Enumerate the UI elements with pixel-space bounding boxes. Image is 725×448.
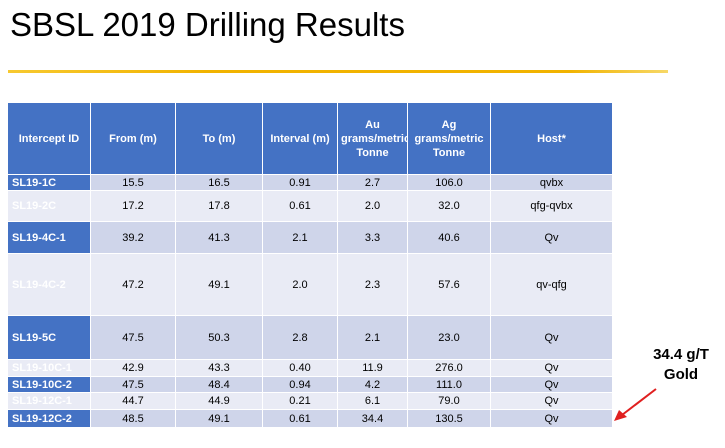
to-cell: 49.1: [176, 254, 263, 316]
intercept-id-cell: SL19-2C: [8, 191, 91, 222]
au-cell: 4.2: [338, 377, 408, 393]
callout-label: Gold: [663, 366, 699, 383]
interval-cell: 0.21: [263, 393, 338, 410]
host-cell: qvbx: [491, 175, 613, 191]
host-cell: Qv: [491, 410, 613, 428]
table-row: SL19-10C-2 47.5 48.4 0.94 4.2 111.0 Qv: [8, 377, 613, 393]
page-title: SBSL 2019 Drilling Results: [10, 6, 405, 43]
interval-cell: 0.61: [263, 410, 338, 428]
intercept-id-cell: SL19-10C-1: [8, 360, 91, 377]
from-cell: 15.5: [91, 175, 176, 191]
au-cell: 11.9: [338, 360, 408, 377]
table-row: SL19-12C-1 44.7 44.9 0.21 6.1 79.0 Qv: [8, 393, 613, 410]
to-cell: 50.3: [176, 316, 263, 360]
table-row: SL19-4C-1 39.2 41.3 2.1 3.3 40.6 Qv: [8, 222, 613, 254]
intercept-id-cell: SL19-12C-2: [8, 410, 91, 428]
from-cell: 42.9: [91, 360, 176, 377]
header-intercept-id: Intercept ID: [8, 103, 91, 175]
interval-cell: 2.1: [263, 222, 338, 254]
from-cell: 17.2: [91, 191, 176, 222]
host-cell: Qv: [491, 360, 613, 377]
ag-cell: 32.0: [408, 191, 491, 222]
host-cell: qv-qfg: [491, 254, 613, 316]
interval-cell: 2.8: [263, 316, 338, 360]
header-interval: Interval (m): [263, 103, 338, 175]
intercept-id-cell: SL19-1C: [8, 175, 91, 191]
ag-cell: 276.0: [408, 360, 491, 377]
table-row: SL19-5C 47.5 50.3 2.8 2.1 23.0 Qv: [8, 316, 613, 360]
to-cell: 43.3: [176, 360, 263, 377]
host-cell: Qv: [491, 316, 613, 360]
interval-cell: 0.61: [263, 191, 338, 222]
interval-cell: 0.91: [263, 175, 338, 191]
header-au: Au grams/metric Tonne: [338, 103, 408, 175]
arrow-icon: [614, 388, 657, 421]
au-cell: 2.3: [338, 254, 408, 316]
table-row: SL19-12C-2 48.5 49.1 0.61 34.4 130.5 Qv: [8, 410, 613, 428]
header-host: Host*: [491, 103, 613, 175]
callout-value: 34.4 g/T: [653, 346, 709, 363]
au-cell: 2.7: [338, 175, 408, 191]
from-cell: 47.2: [91, 254, 176, 316]
from-cell: 47.5: [91, 377, 176, 393]
to-cell: 41.3: [176, 222, 263, 254]
ag-cell: 106.0: [408, 175, 491, 191]
au-cell: 3.3: [338, 222, 408, 254]
host-cell: qfg-qvbx: [491, 191, 613, 222]
host-cell: Qv: [491, 377, 613, 393]
header-ag: Ag grams/metric Tonne: [408, 103, 491, 175]
interval-cell: 0.40: [263, 360, 338, 377]
intercept-id-cell: SL19-10C-2: [8, 377, 91, 393]
ag-cell: 111.0: [408, 377, 491, 393]
to-cell: 48.4: [176, 377, 263, 393]
intercept-id-cell: SL19-4C-2: [8, 254, 91, 316]
ag-cell: 23.0: [408, 316, 491, 360]
ag-cell: 79.0: [408, 393, 491, 410]
table-row: SL19-4C-2 47.2 49.1 2.0 2.3 57.6 qv-qfg: [8, 254, 613, 316]
intercept-id-cell: SL19-5C: [8, 316, 91, 360]
ag-cell: 40.6: [408, 222, 491, 254]
drilling-results-table: Intercept ID From (m) To (m) Interval (m…: [8, 103, 613, 428]
to-cell: 16.5: [176, 175, 263, 191]
from-cell: 47.5: [91, 316, 176, 360]
interval-cell: 2.0: [263, 254, 338, 316]
au-cell: 34.4: [338, 410, 408, 428]
table-row: SL19-2C 17.2 17.8 0.61 2.0 32.0 qfg-qvbx: [8, 191, 613, 222]
gold-callout: 34.4 g/T Gold: [640, 345, 722, 385]
header-from: From (m): [91, 103, 176, 175]
header-to: To (m): [176, 103, 263, 175]
au-cell: 2.1: [338, 316, 408, 360]
table-row: SL19-10C-1 42.9 43.3 0.40 11.9 276.0 Qv: [8, 360, 613, 377]
from-cell: 48.5: [91, 410, 176, 428]
table-row: SL19-1C 15.5 16.5 0.91 2.7 106.0 qvbx: [8, 175, 613, 191]
intercept-id-cell: SL19-4C-1: [8, 222, 91, 254]
ag-cell: 57.6: [408, 254, 491, 316]
to-cell: 49.1: [176, 410, 263, 428]
to-cell: 17.8: [176, 191, 263, 222]
interval-cell: 0.94: [263, 377, 338, 393]
from-cell: 44.7: [91, 393, 176, 410]
host-cell: Qv: [491, 393, 613, 410]
title-divider: [8, 70, 668, 73]
table-header-row: Intercept ID From (m) To (m) Interval (m…: [8, 103, 613, 175]
intercept-id-cell: SL19-12C-1: [8, 393, 91, 410]
host-cell: Qv: [491, 222, 613, 254]
from-cell: 39.2: [91, 222, 176, 254]
to-cell: 44.9: [176, 393, 263, 410]
ag-cell: 130.5: [408, 410, 491, 428]
au-cell: 2.0: [338, 191, 408, 222]
au-cell: 6.1: [338, 393, 408, 410]
